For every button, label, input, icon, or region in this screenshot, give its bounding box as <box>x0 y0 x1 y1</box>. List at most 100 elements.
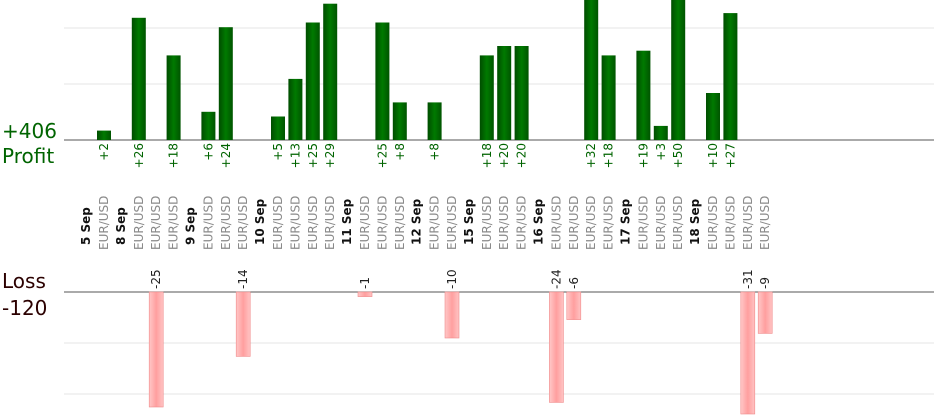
pair-label: EUR/USD <box>706 196 720 250</box>
date-label: 12 Sep <box>410 198 424 245</box>
date-label: 10 Sep <box>253 198 267 245</box>
date-label: 16 Sep <box>531 198 545 245</box>
loss-value-label: -9 <box>758 277 772 289</box>
loss-total: -120 <box>2 296 48 320</box>
profit-value-label: +8 <box>428 143 442 161</box>
profit-value-label: +6 <box>201 143 215 161</box>
date-label: 15 Sep <box>462 198 476 245</box>
pair-label: EUR/USD <box>149 196 163 250</box>
loss-bar <box>148 291 164 408</box>
profit-bar <box>723 13 738 141</box>
profit-bar <box>497 46 512 140</box>
profit-value-label: +26 <box>132 143 146 168</box>
loss-value-label: -6 <box>567 277 581 289</box>
profit-value-label: +8 <box>393 143 407 161</box>
pair-label: EUR/USD <box>358 196 372 250</box>
pair-label: EUR/USD <box>306 196 320 250</box>
profit-value-label: +20 <box>515 143 529 168</box>
loss-value-label: -24 <box>549 269 563 289</box>
profit-bar <box>636 50 651 141</box>
profit-bar <box>166 55 181 140</box>
pair-label: EUR/USD <box>236 196 250 250</box>
loss-bar <box>566 291 582 320</box>
profit-value-label: +32 <box>584 143 598 168</box>
pair-label: EUR/USD <box>219 196 233 250</box>
profit-bar <box>97 130 111 140</box>
profit-bar <box>584 0 599 140</box>
pair-label: EUR/USD <box>497 196 511 250</box>
pair-label: EUR/USD <box>671 196 685 250</box>
pair-label: EUR/USD <box>741 196 755 250</box>
profit-value-label: +13 <box>288 143 302 168</box>
pair-label: EUR/USD <box>393 196 407 250</box>
profit-value-label: +18 <box>480 143 494 168</box>
profit-total: +406 <box>2 119 57 143</box>
profit-value-label: +20 <box>497 143 511 168</box>
profit-value-label: +2 <box>97 143 111 161</box>
profit-bar <box>427 102 442 140</box>
loss-value-label: -31 <box>741 269 755 289</box>
loss-value-label: -14 <box>236 269 250 289</box>
loss-value-label: -1 <box>358 277 372 289</box>
pair-label: EUR/USD <box>375 196 389 250</box>
date-label: 9 Sep <box>183 207 197 245</box>
profit-bar <box>514 46 529 140</box>
pair-label: EUR/USD <box>97 196 111 250</box>
loss-bar <box>757 291 773 334</box>
profit-value-label: +18 <box>167 143 181 168</box>
pair-label: EUR/USD <box>323 196 337 250</box>
loss-bar <box>549 291 564 403</box>
profit-value-label: +27 <box>723 143 737 168</box>
profit-value-label: +24 <box>219 143 233 168</box>
pair-label: EUR/USD <box>132 196 146 250</box>
date-label: 18 Sep <box>688 198 702 245</box>
loss-bar <box>357 291 373 297</box>
loss-bar <box>235 291 251 357</box>
profit-value-label: +10 <box>706 143 720 168</box>
pair-label: EUR/USD <box>636 196 650 250</box>
date-label: 11 Sep <box>340 198 354 245</box>
pair-label: EUR/USD <box>480 196 494 250</box>
pair-label: EUR/USD <box>602 196 616 250</box>
pair-label: EUR/USD <box>288 196 302 250</box>
pair-label: EUR/USD <box>445 196 459 250</box>
loss-bar <box>444 291 460 339</box>
profit-bar <box>218 27 233 141</box>
pair-label: EUR/USD <box>758 196 772 250</box>
profit-value-label: +5 <box>271 143 285 161</box>
pair-label: EUR/USD <box>584 196 598 250</box>
profit-bar <box>706 93 720 140</box>
profit-value-label: +18 <box>602 143 616 168</box>
profit-bar <box>323 3 338 141</box>
pair-label: EUR/USD <box>654 196 668 250</box>
date-label: 8 Sep <box>114 207 128 245</box>
profit-bar <box>131 17 146 140</box>
profit-value-label: +25 <box>306 143 320 168</box>
profit-bar <box>479 55 494 140</box>
pair-label: EUR/USD <box>428 196 442 250</box>
date-label: 5 Sep <box>79 207 93 245</box>
loss-value-label: -10 <box>445 269 459 289</box>
loss-label: Loss <box>2 269 46 293</box>
profit-bar <box>601 55 616 140</box>
profit-value-label: +50 <box>671 143 685 168</box>
pair-label: EUR/USD <box>549 196 563 250</box>
pair-label: EUR/USD <box>723 196 737 250</box>
date-label: 17 Sep <box>618 198 632 245</box>
pair-label: EUR/USD <box>567 196 581 250</box>
profit-value-label: +19 <box>636 143 650 168</box>
pair-label: EUR/USD <box>271 196 285 250</box>
profit-value-label: +3 <box>654 143 668 161</box>
loss-bar <box>740 291 756 415</box>
profit-label: Profit <box>2 144 55 168</box>
pair-label: EUR/USD <box>201 196 215 250</box>
profit-bar <box>305 22 320 140</box>
profit-value-label: +29 <box>323 143 337 168</box>
profit-value-label: +25 <box>375 143 389 168</box>
profit-bar <box>392 102 407 140</box>
profit-bar <box>653 125 668 140</box>
pair-label: EUR/USD <box>515 196 529 250</box>
profit-bar <box>201 111 216 140</box>
pair-label: EUR/USD <box>167 196 181 250</box>
